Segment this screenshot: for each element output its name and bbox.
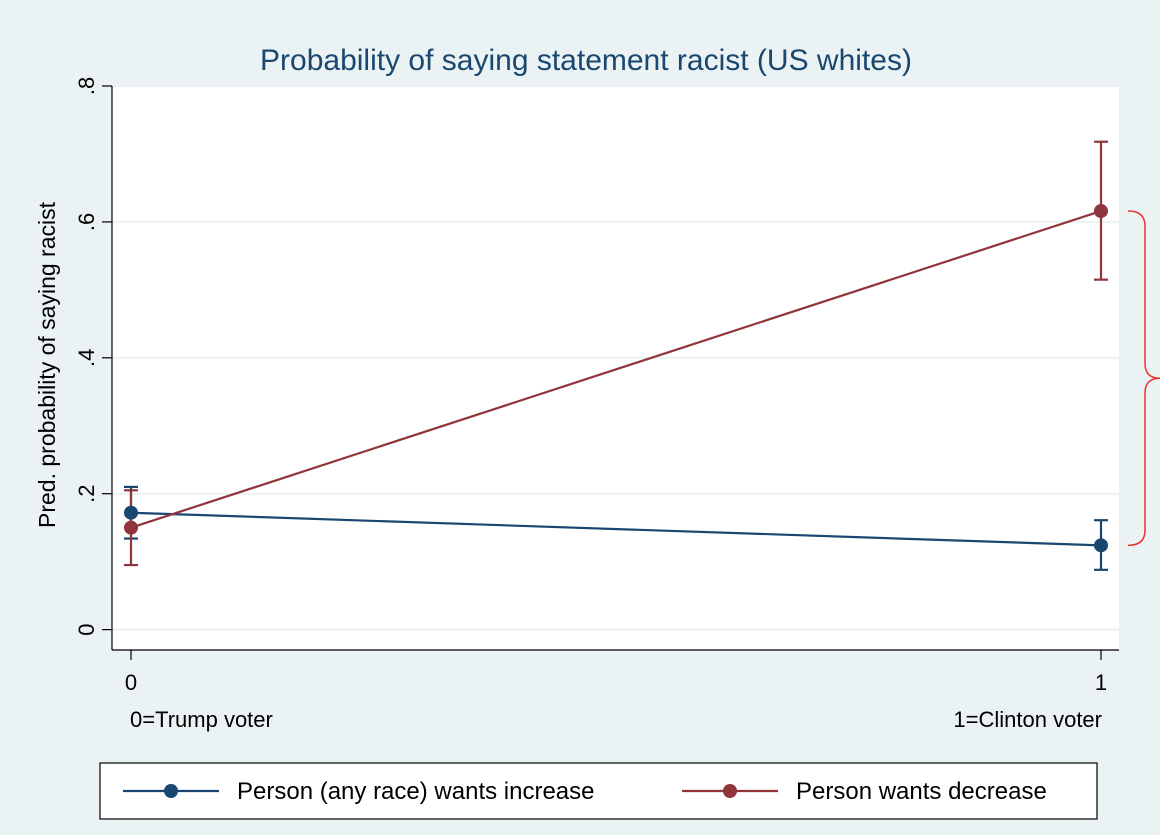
legend-label-decrease: Person wants decrease (796, 778, 1047, 805)
x-category-label-trump: 0=Trump voter (130, 707, 273, 732)
y-tick-label: .2 (74, 485, 99, 503)
brace-path (1127, 210, 1160, 547)
legend-label-increase: Person (any race) wants increase (237, 778, 595, 805)
data-point (124, 520, 138, 535)
y-tick-label: .6 (74, 213, 99, 231)
legend-box (99, 762, 1098, 820)
series-layer (124, 140, 1108, 571)
legend-marker-increase (164, 784, 178, 798)
y-tick-label: .4 (74, 349, 99, 367)
legend: Person (any race) wants increase Person … (99, 762, 1098, 820)
series-line-0 (130, 511, 1102, 547)
axes: 0 .2 .4 .6 .8 0 1 (74, 77, 1119, 695)
data-point (1094, 538, 1108, 553)
series-line-1 (130, 209, 1102, 529)
plot-area (112, 86, 1119, 650)
data-point (1094, 204, 1108, 219)
data-point (124, 505, 138, 520)
x-tick-label: 1 (1095, 670, 1107, 695)
chart-title: Probability of saying statement racist (… (260, 44, 912, 77)
x-tick-label: 0 (125, 670, 137, 695)
y-tick-label: .8 (74, 77, 99, 95)
legend-marker-decrease (723, 784, 737, 798)
annotation-brace (1127, 210, 1160, 547)
y-axis-title: Pred. probability of saying racist (34, 201, 60, 528)
gridlines (112, 85, 1119, 631)
y-tick-label: 0 (74, 623, 99, 635)
x-category-label-clinton: 1=Clinton voter (953, 707, 1102, 732)
